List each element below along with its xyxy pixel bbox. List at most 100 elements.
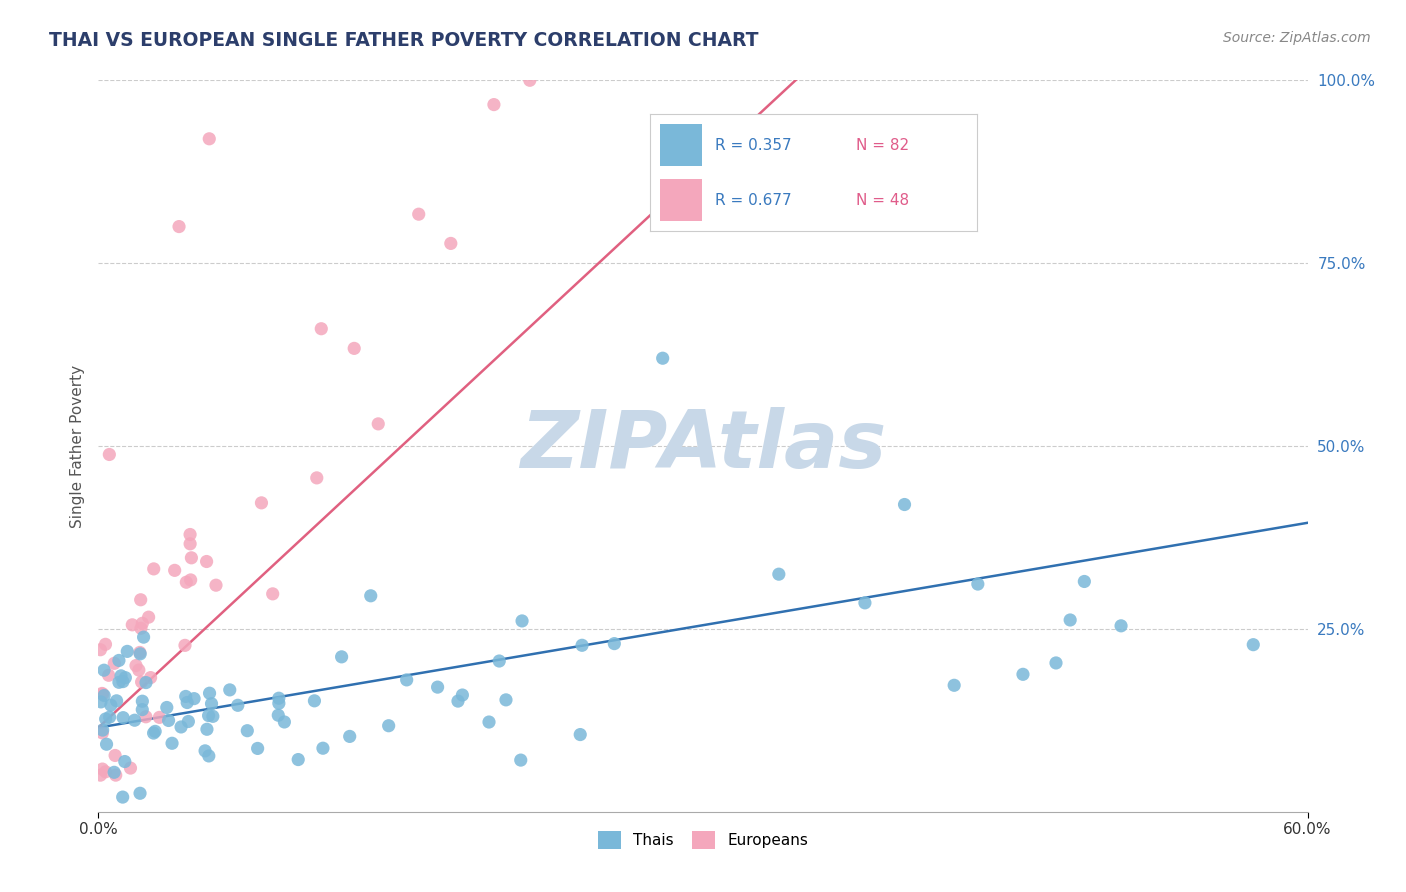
- Point: [451, 688, 474, 702]
- Point: [121, 617, 143, 632]
- Point: [395, 673, 418, 687]
- Point: [91, 687, 114, 701]
- Point: [262, 587, 284, 601]
- Point: [157, 714, 180, 728]
- Point: [194, 744, 217, 758]
- Point: [131, 675, 153, 690]
- Point: [408, 207, 430, 221]
- Point: [132, 630, 155, 644]
- Point: [330, 649, 353, 664]
- Point: [1073, 574, 1095, 589]
- Bar: [659, 124, 702, 167]
- Point: [125, 658, 148, 673]
- Point: [198, 748, 221, 763]
- Point: [104, 768, 127, 782]
- Point: [103, 657, 125, 671]
- Point: [447, 694, 470, 708]
- Point: [135, 675, 157, 690]
- Point: [273, 714, 295, 729]
- Text: THAI VS EUROPEAN SINGLE FATHER POVERTY CORRELATION CHART: THAI VS EUROPEAN SINGLE FATHER POVERTY C…: [49, 31, 759, 50]
- Point: [267, 696, 290, 710]
- Point: [112, 711, 135, 725]
- Legend: Thais, Europeans: Thais, Europeans: [592, 824, 814, 855]
- Point: [89, 642, 111, 657]
- Point: [267, 691, 290, 706]
- Point: [195, 723, 218, 737]
- Point: [160, 736, 183, 750]
- Point: [111, 674, 134, 689]
- Point: [495, 693, 517, 707]
- Point: [94, 764, 117, 779]
- Point: [1059, 613, 1081, 627]
- Point: [488, 654, 510, 668]
- Point: [571, 638, 593, 652]
- Point: [853, 596, 876, 610]
- Point: [135, 710, 157, 724]
- Point: [569, 727, 592, 741]
- Point: [90, 695, 112, 709]
- Point: [91, 762, 114, 776]
- Point: [128, 663, 150, 677]
- Text: N = 82: N = 82: [856, 138, 908, 153]
- Point: [89, 768, 111, 782]
- Text: N = 48: N = 48: [856, 193, 908, 208]
- Point: [174, 690, 197, 704]
- Point: [1241, 638, 1264, 652]
- Point: [651, 351, 673, 366]
- Point: [304, 694, 326, 708]
- Point: [309, 322, 332, 336]
- Point: [117, 644, 139, 658]
- Point: [205, 578, 228, 592]
- Point: [343, 342, 366, 356]
- Point: [94, 637, 117, 651]
- Point: [129, 786, 152, 800]
- Point: [142, 562, 165, 576]
- Point: [97, 668, 120, 682]
- Point: [105, 694, 128, 708]
- Point: [108, 653, 131, 667]
- Point: [236, 723, 259, 738]
- Point: [156, 700, 179, 714]
- Point: [603, 637, 626, 651]
- Point: [226, 698, 249, 713]
- Point: [177, 714, 200, 729]
- Point: [91, 686, 114, 700]
- Point: [195, 554, 218, 568]
- Point: [426, 680, 449, 694]
- Point: [287, 753, 309, 767]
- Point: [93, 663, 115, 677]
- Point: [129, 647, 152, 661]
- Point: [110, 669, 132, 683]
- Point: [893, 498, 915, 512]
- Point: [966, 577, 988, 591]
- Point: [198, 686, 221, 700]
- Point: [131, 703, 153, 717]
- Point: [100, 698, 122, 713]
- Point: [246, 741, 269, 756]
- Point: [98, 710, 121, 724]
- Point: [167, 219, 190, 234]
- Point: [198, 132, 221, 146]
- Point: [377, 719, 399, 733]
- Point: [143, 724, 166, 739]
- Point: [103, 765, 125, 780]
- Point: [108, 675, 131, 690]
- Point: [163, 563, 186, 577]
- Point: [91, 723, 114, 737]
- Point: [478, 714, 501, 729]
- Y-axis label: Single Father Poverty: Single Father Poverty: [69, 365, 84, 527]
- Point: [131, 694, 153, 708]
- Point: [129, 592, 152, 607]
- Point: [104, 748, 127, 763]
- Point: [138, 610, 160, 624]
- Point: [111, 790, 134, 805]
- Point: [131, 616, 153, 631]
- Point: [250, 496, 273, 510]
- Point: [174, 639, 197, 653]
- Point: [128, 645, 150, 659]
- Point: [148, 710, 170, 724]
- Point: [129, 621, 152, 635]
- Point: [312, 741, 335, 756]
- Point: [120, 761, 142, 775]
- Point: [179, 527, 201, 541]
